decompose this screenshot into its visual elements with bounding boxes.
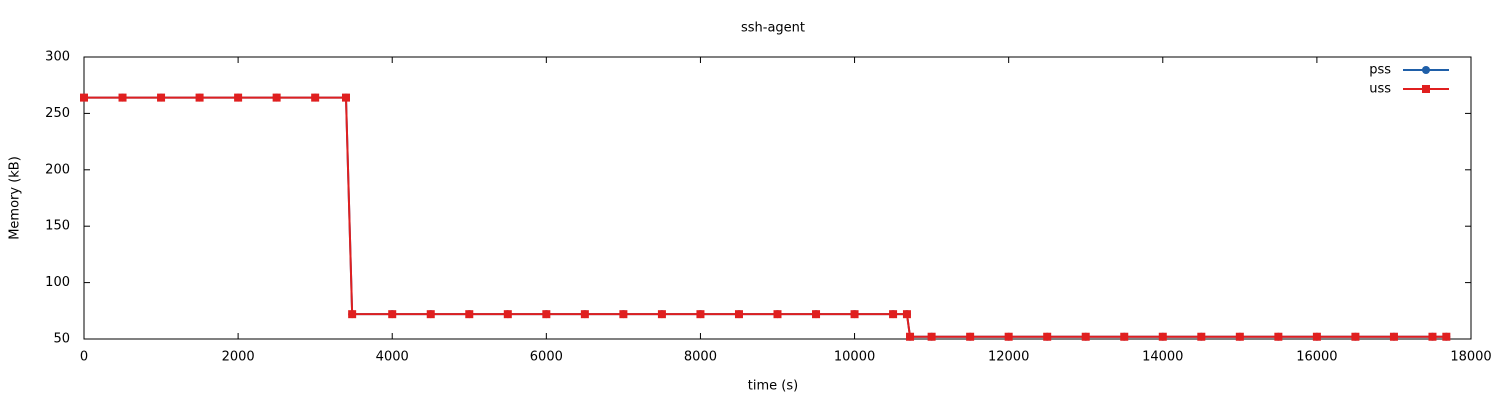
- marker: [1081, 332, 1090, 341]
- legend-marker: [1422, 85, 1430, 93]
- x-tick-label: 8000: [684, 350, 717, 365]
- marker: [734, 310, 743, 319]
- y-tick-label: 100: [45, 275, 70, 290]
- marker: [426, 310, 435, 319]
- marker: [1120, 332, 1129, 341]
- marker: [1274, 332, 1283, 341]
- marker: [1428, 332, 1437, 341]
- marker: [619, 310, 628, 319]
- y-tick-label: 250: [45, 106, 70, 121]
- marker: [1197, 332, 1206, 341]
- marker: [1351, 332, 1360, 341]
- marker: [927, 332, 936, 341]
- marker: [1004, 332, 1013, 341]
- marker: [118, 93, 127, 102]
- series-line: [84, 96, 1447, 338]
- marker: [1158, 332, 1167, 341]
- marker: [850, 310, 859, 319]
- marker: [348, 310, 357, 319]
- marker: [966, 332, 975, 341]
- x-tick-label: 6000: [530, 350, 563, 365]
- marker: [341, 93, 350, 102]
- marker: [272, 93, 281, 102]
- x-tick-label: 4000: [376, 350, 409, 365]
- marker: [812, 310, 821, 319]
- plot-border: [83, 56, 1472, 340]
- marker: [311, 93, 320, 102]
- marker: [234, 93, 243, 102]
- y-tick-label: 300: [45, 50, 70, 65]
- chart-title: ssh-agent: [741, 21, 805, 36]
- y-axis-label: Memory (kB): [8, 156, 23, 240]
- marker: [696, 310, 705, 319]
- marker: [388, 310, 397, 319]
- x-tick-label: 16000: [1296, 350, 1337, 365]
- marker: [580, 310, 589, 319]
- x-tick-label: 0: [80, 350, 88, 365]
- marker: [465, 310, 474, 319]
- marker: [889, 310, 898, 319]
- marker: [906, 332, 915, 341]
- x-axis-label: time (s): [748, 379, 798, 394]
- marker: [1312, 332, 1321, 341]
- series-line: [84, 96, 1447, 338]
- legend-marker: [1422, 66, 1430, 74]
- marker: [1043, 332, 1052, 341]
- y-tick-label: 150: [45, 219, 70, 234]
- marker: [80, 93, 88, 102]
- marker: [503, 310, 512, 319]
- marker: [1442, 332, 1451, 341]
- x-tick-label: 12000: [988, 350, 1029, 365]
- x-tick-label: 18000: [1450, 350, 1491, 365]
- y-tick-label: 50: [53, 332, 70, 347]
- legend-label: pss: [1369, 63, 1391, 78]
- marker: [773, 310, 782, 319]
- marker: [657, 310, 666, 319]
- legend-label: uss: [1369, 82, 1391, 97]
- x-tick-label: 2000: [222, 350, 255, 365]
- marker: [195, 93, 204, 102]
- y-tick-label: 200: [45, 162, 70, 177]
- marker: [902, 310, 911, 319]
- x-tick-label: 10000: [834, 350, 875, 365]
- marker: [1235, 332, 1244, 341]
- x-tick-label: 14000: [1142, 350, 1183, 365]
- marker: [157, 93, 166, 102]
- marker: [542, 310, 551, 319]
- marker: [1389, 332, 1398, 341]
